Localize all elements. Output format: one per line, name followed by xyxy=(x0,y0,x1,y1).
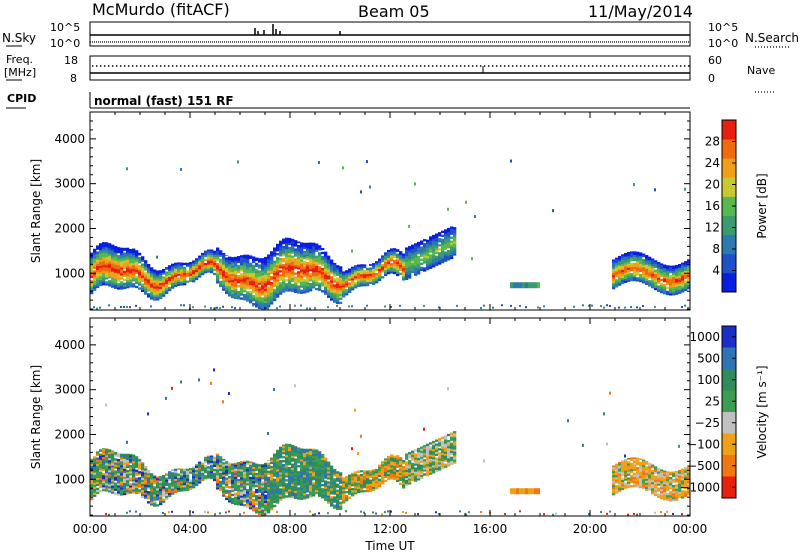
power-colorbar-tick-label: 4 xyxy=(712,264,720,278)
velocity-y-axis-label: Slant Range [km] xyxy=(29,365,43,469)
x-axis-label: Time UT xyxy=(364,539,415,553)
velocity-ytick-label: 4000 xyxy=(54,338,85,352)
velocity-colorbar-swatch xyxy=(722,455,736,477)
power-colorbar-swatch xyxy=(722,177,736,197)
power-colorbar-swatch xyxy=(722,253,736,274)
power-ytick-label: 4000 xyxy=(54,132,85,146)
nave-label: Nave xyxy=(747,64,776,77)
velocity-colorbar-tick-label: −100 xyxy=(687,437,720,451)
x-tick-label: 04:00 xyxy=(173,522,208,536)
velocity-colorbar-frame xyxy=(721,325,737,499)
x-tick-label: 16:00 xyxy=(473,522,508,536)
velocity-colorbar-swatch xyxy=(722,369,736,391)
x-tick-label: 00:00 xyxy=(673,522,708,536)
power-colorbar-swatch xyxy=(722,196,736,216)
power-ytick-label: 3000 xyxy=(54,177,85,191)
power-colorbar-tick-label: 8 xyxy=(712,242,720,256)
velocity-colorbar-tick-label: −25 xyxy=(695,416,720,430)
power-colorbar-label: Power [dB] xyxy=(755,173,769,238)
nsky-label: N.Sky xyxy=(2,31,37,45)
velocity-ytick-label: 1000 xyxy=(54,472,85,486)
power-colorbar-tick-label: 24 xyxy=(705,156,720,170)
velocity-colorbar-swatch xyxy=(722,412,736,434)
power-colorbar-swatch xyxy=(722,215,736,236)
power-colorbar-swatch xyxy=(722,139,736,159)
power-ytick-label: 1000 xyxy=(54,266,85,280)
freq-panel-frame xyxy=(89,55,691,81)
power-colorbar-swatch xyxy=(722,234,736,255)
power-colorbar-swatch xyxy=(722,158,736,178)
velocity-colorbar-swatch xyxy=(722,347,736,370)
nsearch-tick-high: 10^5 xyxy=(708,21,739,34)
x-tick-label: 00:00 xyxy=(73,522,108,536)
velocity-colorbar-swatch xyxy=(722,433,736,456)
nsearch-label: N.Search xyxy=(745,31,800,45)
date-title: 11/May/2014 xyxy=(588,2,693,21)
velocity-colorbar-swatch xyxy=(722,390,736,413)
velocity-ytick-label: 2000 xyxy=(54,427,85,441)
x-tick-label: 20:00 xyxy=(573,522,608,536)
cpid-value: normal (fast) 151 RF xyxy=(94,94,234,108)
power-colorbar-tick-label: 12 xyxy=(705,221,720,235)
station-title: McMurdo (fitACF) xyxy=(92,0,230,19)
velocity-heatmap-cells xyxy=(90,368,691,516)
power-colorbar-tick-label: 28 xyxy=(705,135,720,149)
beam-title: Beam 05 xyxy=(358,2,430,21)
velocity-colorbar-label: Velocity [m s⁻¹] xyxy=(755,365,769,458)
power-colorbar-tick-label: 20 xyxy=(705,178,720,192)
nsky-tick-low: 10^0 xyxy=(50,37,81,50)
power-y-axis-label: Slant Range [km] xyxy=(29,159,43,263)
x-tick-label: 12:00 xyxy=(373,522,408,536)
x-tick-label: 08:00 xyxy=(273,522,308,536)
velocity-ytick-label: 3000 xyxy=(54,383,85,397)
velocity-colorbar-tick-label: 500 xyxy=(697,351,720,365)
velocity-colorbar-tick-label: −500 xyxy=(687,459,720,473)
freq-tick-high: 18 xyxy=(64,54,78,67)
nsky-tick-high: 10^5 xyxy=(50,21,81,34)
power-heatmap-cells xyxy=(90,159,691,310)
velocity-colorbar-swatch xyxy=(722,326,736,348)
velocity-colorbar-tick-label: −1000 xyxy=(679,480,720,494)
velocity-colorbar-tick-label: 100 xyxy=(697,373,720,387)
power-colorbar-swatch xyxy=(722,120,736,140)
nave-tick-high: 60 xyxy=(708,54,722,67)
freq-label: Freq. xyxy=(6,53,34,66)
freq-tick-low: 8 xyxy=(70,72,77,85)
nsearch-tick-low: 10^0 xyxy=(708,37,739,50)
cpid-label: CPID xyxy=(7,92,37,105)
freq-unit: [MHz] xyxy=(4,66,37,79)
nave-tick-low: 0 xyxy=(708,72,715,85)
power-ytick-label: 2000 xyxy=(54,221,85,235)
nsky-panel-frame xyxy=(89,21,691,47)
velocity-colorbar-tick-label: 1000 xyxy=(689,330,720,344)
power-colorbar-swatch xyxy=(722,272,736,293)
velocity-colorbar-tick-label: 25 xyxy=(705,394,720,408)
power-colorbar-tick-label: 16 xyxy=(705,199,720,213)
velocity-colorbar-swatch xyxy=(722,476,736,499)
